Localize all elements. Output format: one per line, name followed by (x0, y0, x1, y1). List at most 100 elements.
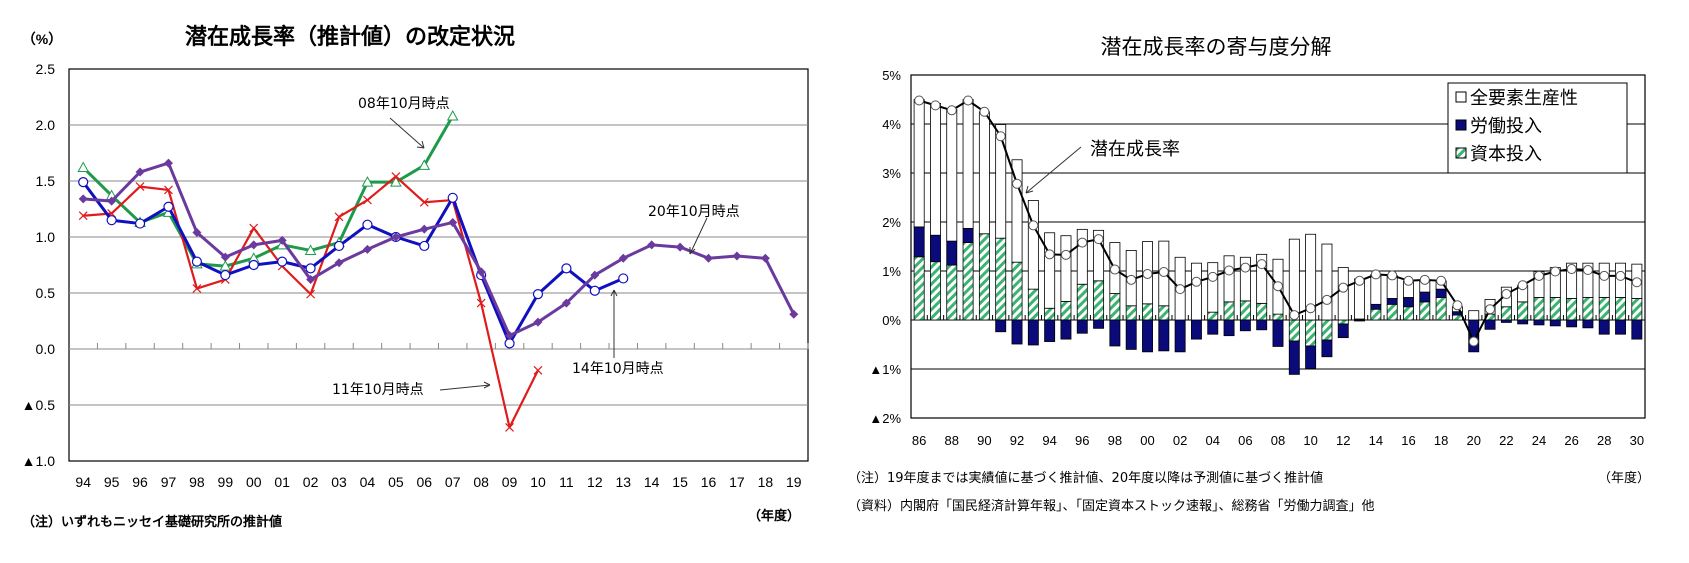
right-x-tick-label: 92 (1010, 433, 1024, 448)
data-point-circle (277, 256, 288, 267)
bar-tfp (1060, 235, 1072, 302)
bar-labor (1337, 323, 1349, 339)
bar-tfp (913, 99, 925, 228)
left-x-tick-label: 17 (729, 474, 745, 490)
bar-tfp (1044, 232, 1056, 309)
bar-labor (913, 226, 925, 258)
series-line (83, 175, 539, 429)
bar-stack-95 (1060, 235, 1072, 340)
right-x-tick-label: 00 (1140, 433, 1154, 448)
left-y-tick-label: 2.5 (36, 61, 56, 77)
bar-labor (1125, 319, 1137, 350)
bar-labor (1207, 319, 1219, 335)
bar-capital (1403, 306, 1414, 321)
right-chart-xlabel: （年度） (1598, 470, 1650, 486)
data-point-circle (220, 269, 231, 281)
data-point-triangle (418, 159, 431, 170)
potential-growth-point (1109, 264, 1120, 275)
right-x-tick-label: 26 (1564, 433, 1578, 448)
bar-stack-99 (1125, 250, 1137, 350)
data-point-diamond (220, 252, 230, 262)
bar-labor (1631, 319, 1643, 340)
potential-growth-point (1403, 275, 1414, 286)
bar-stack-87 (930, 103, 941, 321)
bar-capital (1125, 305, 1137, 321)
left-x-tick-label: 16 (701, 474, 717, 490)
annotation-14: 14年10月時点 (572, 361, 664, 377)
bar-tfp (1190, 262, 1202, 321)
bar-tfp (946, 108, 958, 242)
right-plot-frame (910, 74, 1646, 419)
potential-growth-point (1615, 270, 1626, 281)
bar-labor (1060, 319, 1072, 340)
left-y-tick-label: ▲1.0 (22, 453, 56, 469)
right-chart-source: （資料）内閣府「国民経済計算年報」、「固定資本ストック速報」、総務省「労働力調査… (848, 498, 1375, 514)
potential-growth-point (1550, 266, 1561, 277)
left-chart-xlabel: （年度） (748, 508, 800, 524)
bar-capital (978, 233, 990, 321)
right-x-tick-label: 96 (1075, 433, 1089, 448)
potential-growth-point (1321, 294, 1332, 305)
data-point-diamond (362, 244, 372, 254)
right-x-tick-label: 98 (1108, 433, 1122, 448)
bar-stack-88 (946, 108, 958, 321)
left-x-tick-label: 15 (672, 474, 688, 490)
right-x-tick-label: 94 (1042, 433, 1056, 448)
legend: 全要素生産性 労働投入 資本投入 (1447, 82, 1628, 174)
data-point-circle (333, 240, 345, 252)
potential-growth-point (1501, 289, 1512, 300)
bar-stack-26 (1566, 262, 1578, 328)
potential-growth-point (1468, 336, 1479, 347)
bar-stack-14 (1370, 274, 1382, 321)
left-grid (68, 68, 809, 462)
data-point-x (476, 298, 486, 308)
data-point-diamond (419, 224, 429, 234)
annotation-11: 11年10月時点 (332, 382, 424, 398)
potential-growth-point (1338, 282, 1349, 293)
series-3 (78, 158, 799, 341)
potential-growth-point (1224, 265, 1235, 276)
data-point-x (363, 195, 372, 205)
bar-tfp (1468, 310, 1480, 321)
potential-growth-point (1533, 270, 1544, 281)
right-x-tick-label: 16 (1401, 433, 1415, 448)
bar-capital (1451, 314, 1463, 321)
left-x-tick-label: 94 (75, 474, 91, 490)
bar-capital (1598, 297, 1610, 321)
data-point-circle (532, 289, 544, 300)
left-x-tick-label: 97 (161, 474, 177, 490)
left-x-tick-label: 13 (615, 474, 631, 490)
data-point-diamond (505, 331, 515, 341)
potential-growth-point (1436, 275, 1447, 286)
bar-capital (1288, 319, 1300, 342)
data-point-diamond (789, 309, 799, 319)
left-x-tick-label: 08 (473, 474, 489, 490)
bar-stack-16 (1403, 280, 1414, 321)
potential-growth-point (1077, 237, 1088, 248)
data-point-diamond (306, 275, 316, 285)
bar-stack-23 (1517, 284, 1529, 325)
bar-stack-10 (1305, 233, 1317, 369)
left-x-tick-label: 06 (416, 474, 432, 490)
bar-stack-12 (1337, 267, 1349, 339)
right-x-tick-label: 06 (1238, 433, 1252, 448)
potential-growth-point (1305, 303, 1316, 314)
right-y-tick-label: ▲2% (869, 411, 901, 426)
potential-growth-point (1452, 300, 1463, 311)
bar-stack-15 (1386, 275, 1398, 321)
data-point-diamond (107, 196, 117, 206)
bar-labor (1517, 319, 1529, 325)
data-point-circle (248, 259, 259, 271)
data-point-diamond (704, 253, 714, 263)
bar-labor (1386, 298, 1398, 305)
right-x-tick-label: 28 (1597, 433, 1611, 448)
potential-growth-point (930, 100, 941, 111)
bar-capital (1272, 313, 1284, 321)
data-point-triangle (304, 244, 317, 255)
right-chart: 潜在成長率の寄与度分解 5% 4% 3% 2% 1% 0% ▲1% ▲2% 86 88 90 92 9… (848, 35, 1650, 514)
legend-swatch-labor (1455, 119, 1467, 131)
data-point-x (306, 289, 316, 299)
bar-stack-20 (1468, 310, 1480, 353)
bar-capital (1239, 300, 1251, 321)
potential-growth-point (1370, 269, 1381, 280)
